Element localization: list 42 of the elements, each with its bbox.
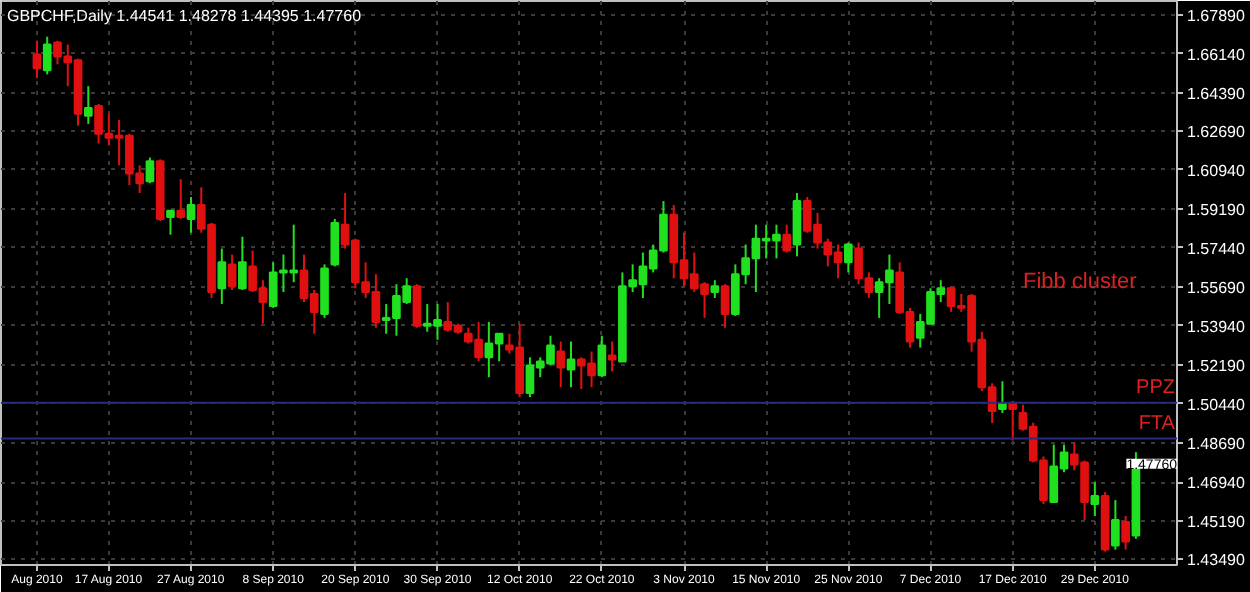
candlestick xyxy=(238,235,247,292)
y-tick-label: 1.66140 xyxy=(1187,45,1246,64)
y-tick-label: 1.48690 xyxy=(1187,435,1246,454)
y-tick-label: 1.43490 xyxy=(1187,550,1246,569)
candlestick xyxy=(320,263,329,319)
y-tick-label: 1.55690 xyxy=(1187,278,1246,297)
candlestick xyxy=(1090,481,1100,517)
candlestick xyxy=(844,241,853,274)
y-tick-label: 1.57440 xyxy=(1187,239,1246,258)
annotation: Fibb cluster xyxy=(1022,270,1138,295)
candlestick xyxy=(32,39,42,80)
ref-line-label: FTA xyxy=(1138,412,1176,435)
candlestick xyxy=(782,223,792,254)
candlestick xyxy=(145,156,155,185)
y-tick-label: 1.64390 xyxy=(1187,84,1246,103)
y-tick-label: 1.50440 xyxy=(1187,395,1246,414)
y-tick-label: 1.46940 xyxy=(1187,474,1246,493)
candlestick xyxy=(1111,499,1120,551)
candlestick xyxy=(186,196,196,234)
candlestick xyxy=(566,340,576,389)
candlestick xyxy=(166,209,175,236)
y-tick-label: 1.45190 xyxy=(1187,513,1246,532)
candlestick xyxy=(42,35,52,76)
chart-title: GBPCHF,Daily 1.44541 1.48278 1.44395 1.47760 xyxy=(7,7,363,25)
candlestick xyxy=(217,247,227,306)
y-tick-label: 1.60940 xyxy=(1187,161,1246,180)
candlestick xyxy=(83,85,93,125)
candlestick xyxy=(597,334,607,379)
candlestick xyxy=(720,283,730,329)
candlestick xyxy=(412,283,422,329)
candlestick xyxy=(330,217,340,268)
candlestick xyxy=(1121,514,1130,551)
y-tick-label: 1.67890 xyxy=(1187,6,1246,25)
candlestick xyxy=(792,192,802,258)
candlestick xyxy=(556,340,566,389)
candlestick xyxy=(176,178,186,220)
ref-line-label: PPZ xyxy=(1136,376,1175,399)
y-tick-label: 1.59190 xyxy=(1187,200,1246,219)
y-tick-label: 1.52190 xyxy=(1187,356,1246,375)
y-tick-label: 1.53940 xyxy=(1187,317,1246,336)
candlestick xyxy=(227,253,237,292)
y-tick-label: 1.62690 xyxy=(1187,122,1246,141)
